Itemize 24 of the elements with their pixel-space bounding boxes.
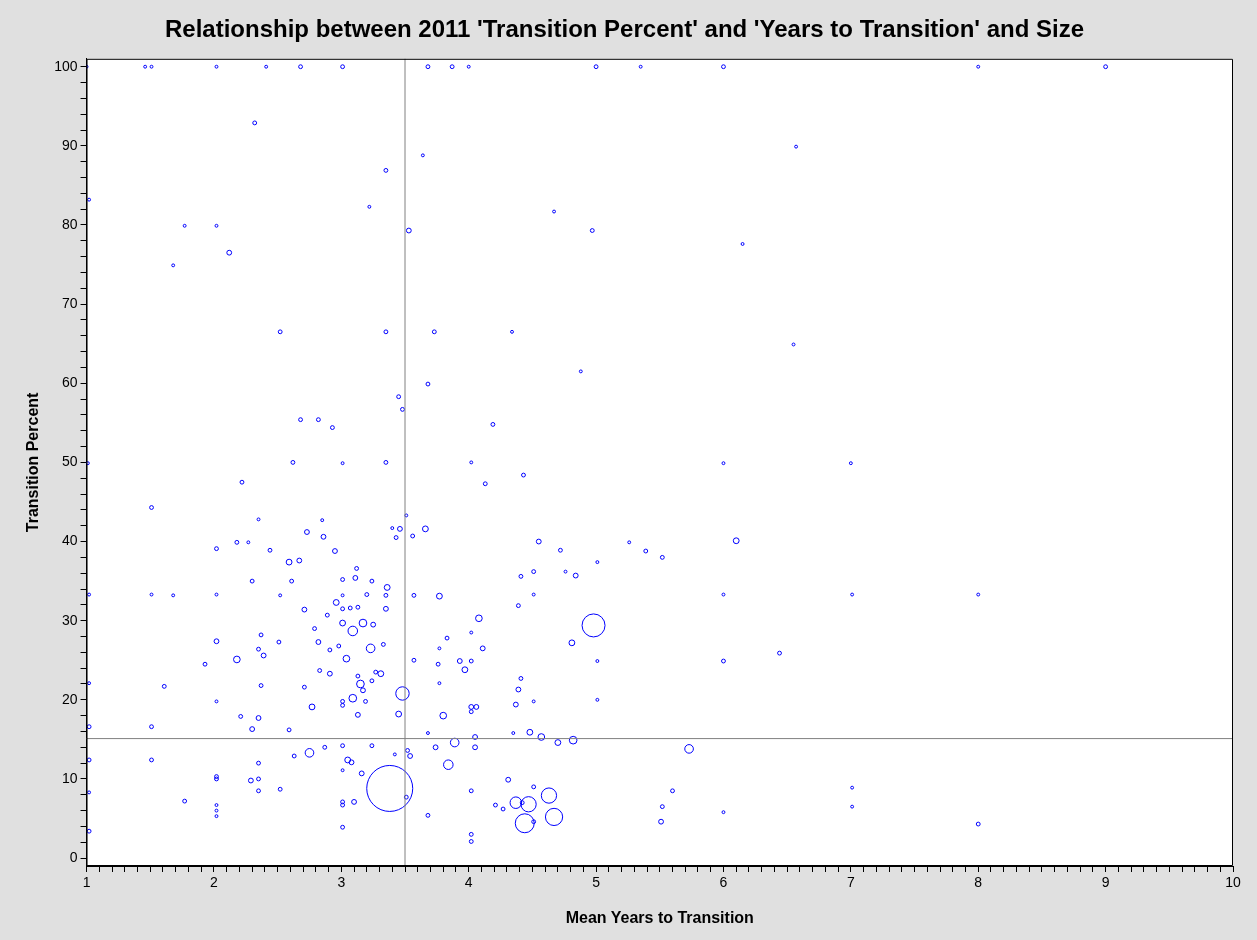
y-tick-label: 0 — [69, 848, 78, 865]
x-tick-label: 1 — [82, 874, 91, 891]
y-tick-label: 90 — [61, 136, 78, 153]
x-tick-label: 4 — [464, 874, 473, 891]
x-tick-label: 5 — [592, 874, 601, 891]
x-tick-label: 3 — [337, 874, 346, 891]
x-tick-label: 8 — [974, 874, 983, 891]
y-tick-label: 20 — [61, 690, 78, 707]
y-axis-title: Transition Percent — [24, 391, 42, 533]
y-tick-label: 50 — [61, 453, 78, 470]
y-tick-label: 60 — [61, 374, 78, 391]
y-tick-label: 70 — [61, 294, 78, 311]
x-tick-label: 6 — [719, 874, 728, 891]
x-tick-label: 10 — [1225, 874, 1241, 891]
y-tick-label: 40 — [61, 532, 78, 549]
x-tick-label: 2 — [210, 874, 219, 891]
y-tick-label: 30 — [61, 611, 78, 628]
x-axis-title: Mean Years to Transition — [565, 908, 754, 926]
y-tick-label: 80 — [61, 215, 78, 232]
x-tick-label: 7 — [846, 874, 855, 891]
y-tick-label: 10 — [61, 769, 78, 786]
y-tick-label: 100 — [54, 57, 78, 74]
x-tick-label: 9 — [1101, 874, 1110, 891]
chart-title: Relationship between 2011 'Transition Percent' and 'Years to Transition' and Size — [164, 15, 1085, 43]
